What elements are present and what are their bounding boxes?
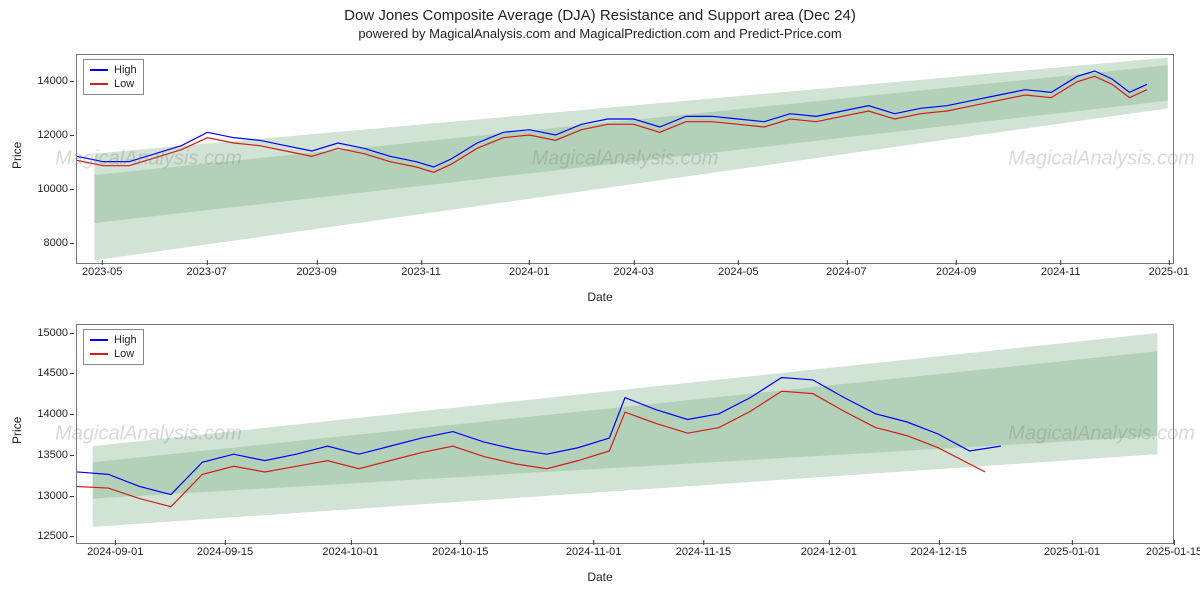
x-tick-label: 2023-05	[82, 266, 122, 278]
x-tick-label: 2023-09	[296, 266, 336, 278]
chart-bottom: 125001300013500140001450015000 Price Hig…	[14, 316, 1186, 586]
legend-swatch	[90, 339, 108, 341]
x-tick-label: 2023-07	[187, 266, 227, 278]
legend-item: Low	[90, 347, 137, 361]
y-tick-label: 15000	[37, 327, 68, 339]
y-tick-label: 14500	[37, 367, 68, 379]
legend-label: Low	[114, 78, 134, 90]
y-tick-label: 8000	[44, 237, 68, 249]
y-axis-label-top: Price	[10, 142, 24, 169]
legend-label: Low	[114, 348, 134, 360]
chart-title: Dow Jones Composite Average (DJA) Resist…	[14, 6, 1186, 26]
y-tick-label: 12500	[37, 530, 68, 542]
page-root: Dow Jones Composite Average (DJA) Resist…	[0, 0, 1200, 600]
chart-subtitle: powered by MagicalAnalysis.com and Magic…	[14, 26, 1186, 43]
legend-swatch	[90, 353, 108, 355]
legend-label: High	[114, 64, 137, 76]
y-tick-label: 12000	[37, 129, 68, 141]
x-tick-label: 2024-07	[826, 266, 866, 278]
plot-svg-bottom	[77, 325, 1173, 543]
charts-stack: 8000100001200014000 Price HighLow Magica…	[14, 46, 1186, 586]
y-tick-label: 10000	[37, 183, 68, 195]
plot-area-bottom: HighLow MagicalAnalysis.comMagicalAnalys…	[76, 324, 1174, 544]
x-tick-label: 2024-11-01	[566, 546, 621, 558]
legend-item: Low	[90, 77, 137, 91]
y-tick-label: 13000	[37, 490, 68, 502]
x-tick-label: 2024-05	[718, 266, 758, 278]
x-tick-label: 2024-10-15	[432, 546, 488, 558]
x-tick-label: 2024-11-15	[676, 546, 731, 558]
x-tick-label: 2024-09-01	[87, 546, 143, 558]
x-ticks-top: 2023-05 2023-07 2023-09 2023-11 2024-01 2024-…	[76, 266, 1174, 284]
x-ticks-bottom: 2024-09-01 2024-09-15 2024-10-01 2024-10-15…	[76, 546, 1174, 564]
x-tick-label: 2024-12-15	[911, 546, 967, 558]
x-axis-label-top: Date	[14, 290, 1186, 304]
y-tick-label: 14000	[37, 408, 68, 420]
x-tick-label: 2025-01-15	[1146, 546, 1200, 558]
x-axis-label-bottom: Date	[14, 570, 1186, 584]
y-tick-label: 13500	[37, 449, 68, 461]
x-tick-label: 2024-09	[936, 266, 976, 278]
y-tick-label: 14000	[37, 75, 68, 87]
x-tick-label: 2024-01	[509, 266, 549, 278]
legend-item: High	[90, 333, 137, 347]
x-tick-label: 2025-01-01	[1044, 546, 1100, 558]
x-tick-label: 2024-11	[1041, 266, 1081, 278]
plot-svg-top	[77, 55, 1173, 263]
legend-label: High	[114, 334, 137, 346]
titles: Dow Jones Composite Average (DJA) Resist…	[14, 6, 1186, 42]
x-tick-label: 2024-10-01	[322, 546, 378, 558]
legend-swatch	[90, 69, 108, 71]
x-tick-label: 2025-01	[1149, 266, 1189, 278]
chart-top: 8000100001200014000 Price HighLow Magica…	[14, 46, 1186, 306]
y-axis-label-bottom: Price	[10, 417, 24, 444]
x-tick-label: 2023-11	[401, 266, 441, 278]
legend-top: High Low	[83, 59, 144, 95]
plot-area-top: HighLow MagicalAnalysis.comMagicalAnalys…	[76, 54, 1174, 264]
legend-bottom: High Low	[83, 329, 144, 365]
x-tick-label: 2024-03	[614, 266, 654, 278]
x-tick-label: 2024-09-15	[197, 546, 253, 558]
legend-swatch	[90, 83, 108, 85]
legend-item: High	[90, 63, 137, 77]
x-tick-label: 2024-12-01	[801, 546, 857, 558]
